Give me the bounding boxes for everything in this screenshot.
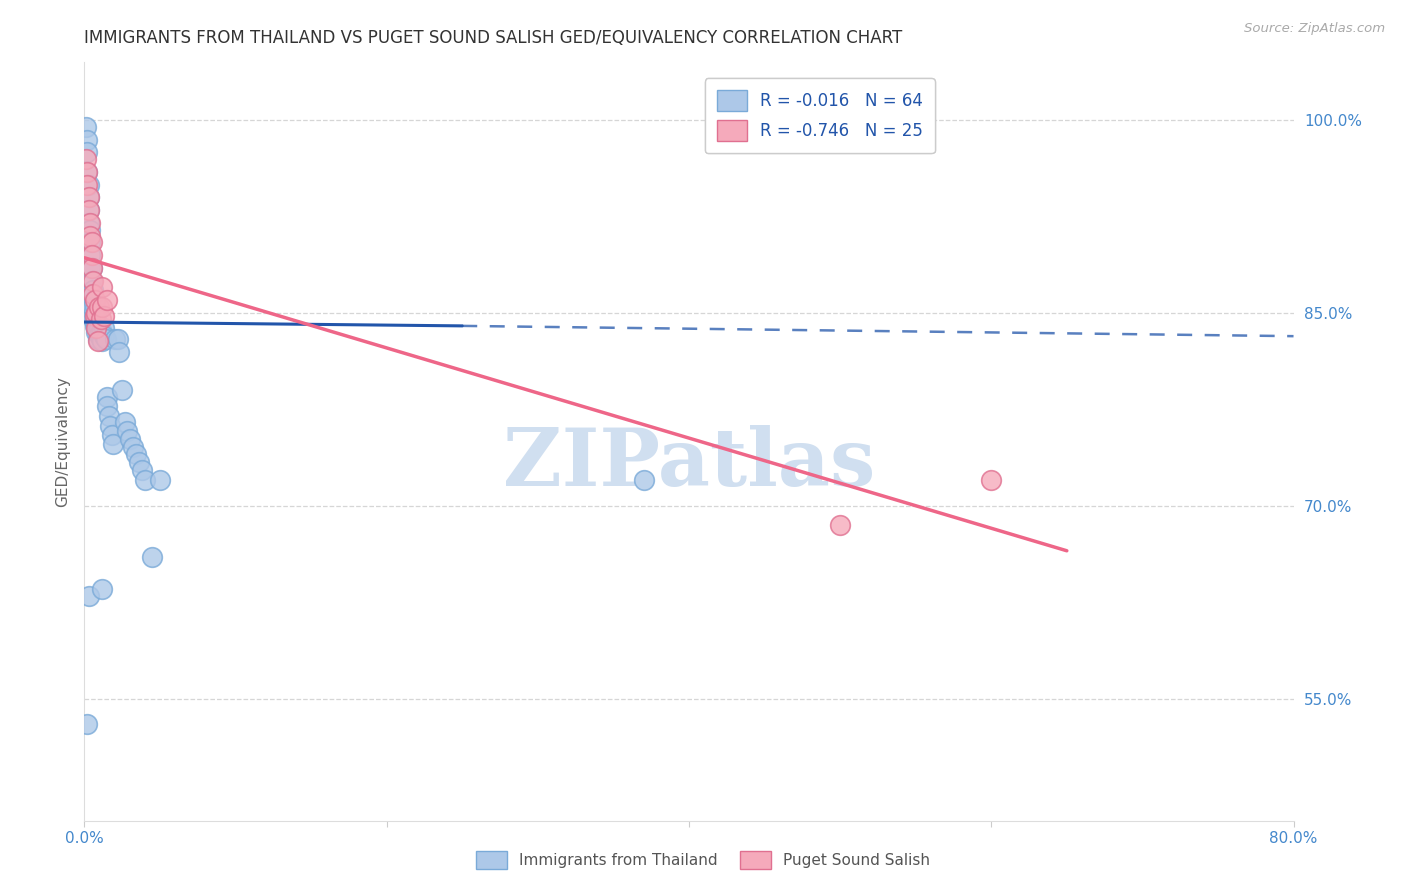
- Point: [77, 190, 100, 204]
- Point: [80, 261, 103, 276]
- Point: [86, 306, 108, 320]
- Point: [134, 473, 156, 487]
- Point: [86, 318, 108, 333]
- Point: [91, 280, 114, 294]
- Point: [91, 582, 114, 597]
- Point: [633, 473, 655, 487]
- Point: [89, 326, 111, 340]
- Point: [104, 332, 127, 346]
- Point: [76, 132, 98, 146]
- Point: [80, 274, 103, 288]
- Point: [89, 327, 111, 342]
- Point: [75, 152, 97, 166]
- Point: [96, 399, 118, 413]
- Point: [80, 300, 103, 314]
- Point: [77, 190, 100, 204]
- Point: [77, 203, 100, 218]
- Point: [90, 332, 112, 346]
- Legend: R = -0.016   N = 64, R = -0.746   N = 25: R = -0.016 N = 64, R = -0.746 N = 25: [704, 78, 935, 153]
- Point: [91, 334, 114, 349]
- Point: [107, 332, 129, 346]
- Point: [80, 286, 103, 301]
- Point: [93, 321, 115, 335]
- Point: [91, 300, 114, 314]
- Point: [79, 235, 101, 250]
- Point: [87, 334, 110, 349]
- Point: [79, 261, 101, 276]
- Point: [121, 440, 143, 454]
- Point: [84, 312, 107, 326]
- Point: [87, 321, 110, 335]
- Point: [76, 164, 98, 178]
- Point: [90, 324, 112, 338]
- Point: [96, 390, 118, 404]
- Point: [82, 300, 104, 314]
- Point: [77, 216, 100, 230]
- Point: [76, 145, 98, 160]
- Point: [77, 589, 100, 603]
- Y-axis label: GED/Equivalency: GED/Equivalency: [55, 376, 70, 507]
- Point: [80, 261, 103, 276]
- Point: [115, 424, 138, 438]
- Point: [75, 120, 97, 134]
- Point: [87, 332, 110, 346]
- Point: [114, 415, 136, 429]
- Point: [141, 550, 163, 565]
- Legend: Immigrants from Thailand, Puget Sound Salish: Immigrants from Thailand, Puget Sound Sa…: [470, 845, 936, 875]
- Point: [80, 248, 103, 262]
- Point: [80, 235, 103, 250]
- Point: [76, 164, 98, 178]
- Point: [89, 321, 111, 335]
- Point: [96, 293, 118, 308]
- Point: [830, 518, 852, 533]
- Point: [111, 383, 134, 397]
- Point: [98, 419, 121, 434]
- Point: [86, 326, 108, 340]
- Point: [118, 432, 141, 446]
- Point: [79, 248, 101, 262]
- Point: [89, 318, 111, 333]
- Point: [86, 321, 108, 335]
- Point: [79, 222, 101, 236]
- Point: [97, 409, 120, 423]
- Point: [101, 437, 124, 451]
- Point: [76, 178, 98, 192]
- Point: [79, 228, 101, 243]
- Point: [77, 178, 100, 192]
- Text: ZIPatlas: ZIPatlas: [503, 425, 875, 503]
- Point: [76, 717, 98, 731]
- Point: [82, 286, 104, 301]
- Point: [82, 312, 104, 326]
- Point: [980, 473, 1002, 487]
- Point: [93, 329, 115, 343]
- Point: [82, 274, 104, 288]
- Point: [79, 216, 101, 230]
- Point: [87, 318, 110, 333]
- Point: [82, 283, 104, 297]
- Text: IMMIGRANTS FROM THAILAND VS PUGET SOUND SALISH GED/EQUIVALENCY CORRELATION CHART: IMMIGRANTS FROM THAILAND VS PUGET SOUND …: [84, 29, 903, 47]
- Point: [84, 300, 107, 314]
- Point: [84, 318, 107, 333]
- Point: [149, 473, 172, 487]
- Point: [125, 447, 148, 461]
- Point: [84, 293, 107, 308]
- Point: [93, 309, 115, 323]
- Point: [91, 326, 114, 340]
- Point: [77, 203, 100, 218]
- Point: [84, 309, 107, 323]
- Point: [89, 300, 111, 314]
- Point: [128, 455, 150, 469]
- Text: Source: ZipAtlas.com: Source: ZipAtlas.com: [1244, 22, 1385, 36]
- Point: [100, 428, 122, 442]
- Point: [108, 344, 131, 359]
- Point: [90, 312, 112, 326]
- Point: [131, 463, 153, 477]
- Point: [86, 312, 108, 326]
- Point: [94, 332, 117, 346]
- Point: [86, 306, 108, 320]
